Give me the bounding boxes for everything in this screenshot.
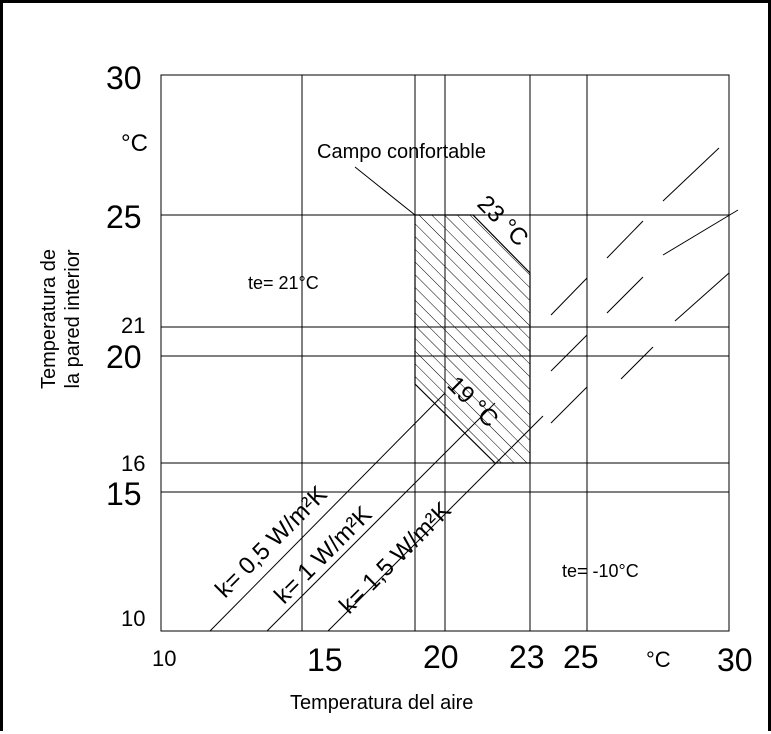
k05-label: k= 0,5 W/m²K [210,481,332,603]
x-tick-23: 23 [509,639,545,675]
y-tick-30: 30 [106,60,142,96]
k15-line [327,415,544,632]
comfort-diagram: 30 25 21 20 16 15 10 °C 10 15 20 23 25 °… [38,60,753,714]
te-cold-line-1 [550,277,588,316]
y-unit: °C [121,130,148,157]
comfort-zone [414,214,531,464]
comfort-zone-label: Campo confortable [317,141,486,163]
x-unit: °C [646,647,671,672]
k05-line [209,392,446,632]
te-cold-line-6 [662,209,739,256]
te-cold-line-2 [606,220,644,259]
te-cold-line-4 [550,334,588,372]
x-tick-25: 25 [563,639,599,675]
y-tick-21: 21 [121,313,145,338]
y-tick-15: 15 [106,476,142,512]
te-cold-label: te= -10°C [562,561,639,581]
comfort-zone-leader [354,166,416,216]
k1-line [266,402,496,632]
y-tick-10: 10 [121,606,145,631]
te-cold-line-9 [674,272,730,322]
te-cold-lines [550,147,739,424]
x-tick-30: 30 [717,642,753,678]
x-axis-label: Temperatura del aire [290,692,473,714]
y-tick-25: 25 [106,199,142,235]
x-tick-15: 15 [307,642,343,678]
y-axis-label-line2: la pared interior [62,249,84,388]
x-tick-10: 10 [152,646,176,671]
te-cold-line-3 [662,147,720,202]
y-axis-label-line1: Temperatura de [38,249,60,389]
te-cold-line-7 [550,386,588,424]
te-cold-line-8 [620,346,654,380]
te-warm-label: te= 21°C [248,273,319,293]
y-tick-16: 16 [121,451,145,476]
y-tick-20: 20 [106,339,142,375]
x-tick-20: 20 [423,639,459,675]
te-cold-line-5 [606,276,644,314]
